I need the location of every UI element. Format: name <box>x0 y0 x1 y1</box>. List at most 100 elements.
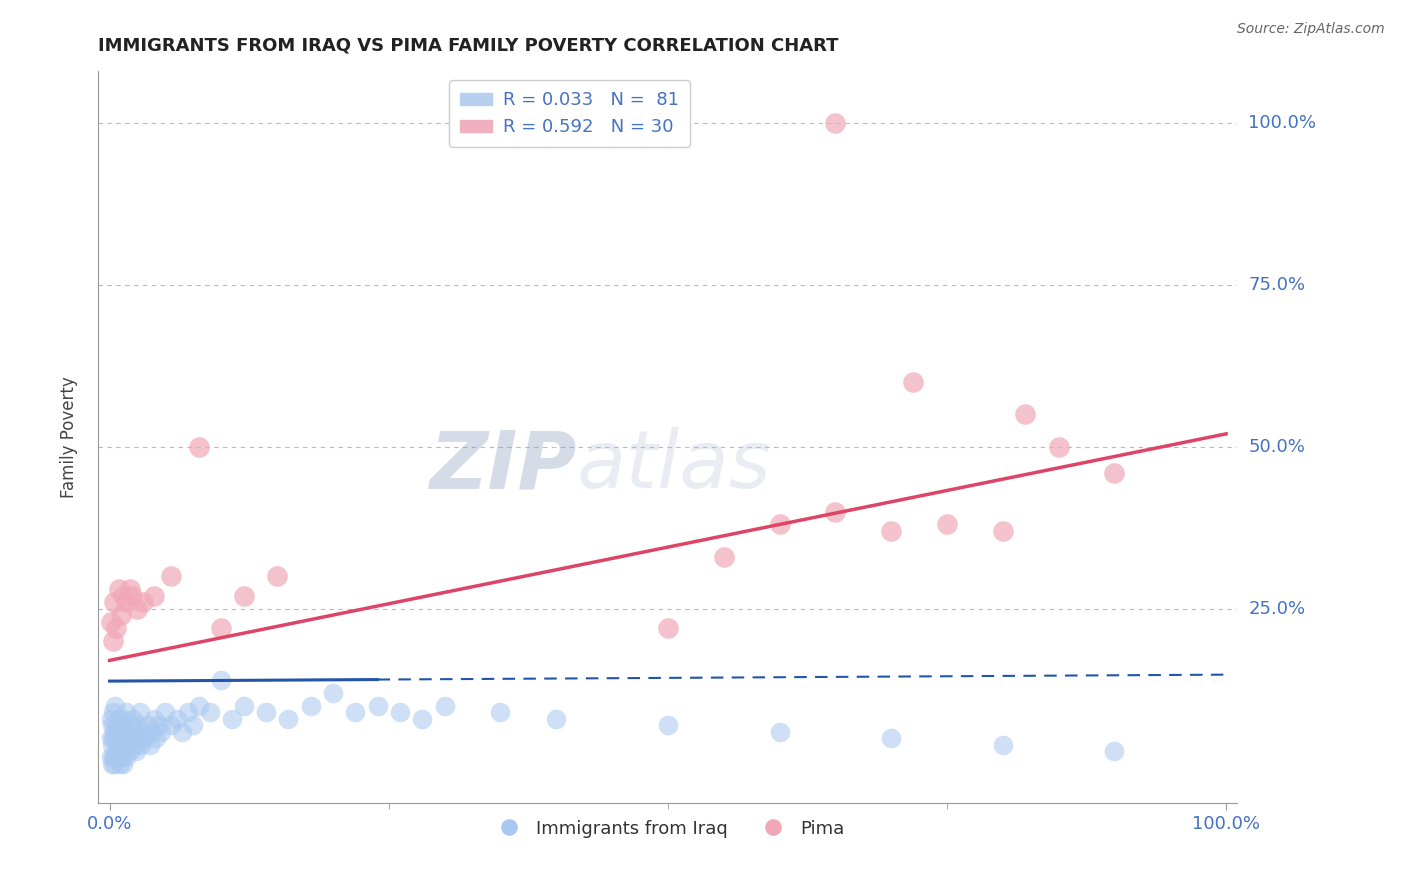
Point <box>824 116 846 130</box>
Point <box>115 705 138 719</box>
Point <box>411 712 433 726</box>
Point <box>149 724 172 739</box>
Point <box>991 738 1014 752</box>
Point <box>388 705 411 719</box>
Point <box>145 731 167 745</box>
Text: ZIP: ZIP <box>429 427 576 506</box>
Point <box>129 738 152 752</box>
Point <box>1104 744 1126 758</box>
Point <box>101 738 124 752</box>
Point <box>367 698 389 713</box>
Point <box>198 705 221 719</box>
Point <box>104 750 127 764</box>
Point <box>299 698 322 713</box>
Point <box>232 589 254 603</box>
Point <box>209 673 232 687</box>
Point <box>107 744 129 758</box>
Point <box>111 750 134 764</box>
Point <box>117 738 139 752</box>
Point <box>143 712 166 726</box>
Point <box>433 698 456 713</box>
Point <box>100 731 122 745</box>
Point <box>104 698 127 713</box>
Point <box>112 738 135 752</box>
Point <box>254 705 277 719</box>
Point <box>101 756 124 771</box>
Point <box>125 744 148 758</box>
Point <box>110 744 132 758</box>
Text: 25.0%: 25.0% <box>1249 599 1306 617</box>
Point <box>266 569 288 583</box>
Point <box>111 724 134 739</box>
Point <box>172 724 194 739</box>
Point <box>322 686 344 700</box>
Point <box>118 582 141 597</box>
Point <box>107 712 129 726</box>
Point <box>187 698 209 713</box>
Point <box>903 375 925 389</box>
Point <box>277 712 299 726</box>
Point <box>232 698 254 713</box>
Point <box>111 712 134 726</box>
Point <box>115 750 138 764</box>
Point <box>183 718 205 732</box>
Point <box>132 595 155 609</box>
Point <box>128 705 150 719</box>
Point <box>117 724 139 739</box>
Point <box>122 712 145 726</box>
Point <box>657 621 679 635</box>
Point <box>121 731 143 745</box>
Point <box>114 731 136 745</box>
Point <box>121 589 143 603</box>
Point <box>101 634 124 648</box>
Point <box>141 724 163 739</box>
Text: 100.0%: 100.0% <box>1249 114 1316 132</box>
Y-axis label: Family Poverty: Family Poverty <box>59 376 77 498</box>
Point <box>104 731 127 745</box>
Point <box>160 718 183 732</box>
Point <box>101 750 124 764</box>
Point <box>127 601 149 615</box>
Point <box>1104 466 1126 480</box>
Point <box>100 615 122 629</box>
Point <box>100 750 122 764</box>
Point <box>101 718 124 732</box>
Point <box>489 705 512 719</box>
Text: 50.0%: 50.0% <box>1249 438 1305 456</box>
Point <box>344 705 367 719</box>
Point <box>115 595 138 609</box>
Point <box>768 724 790 739</box>
Point <box>187 440 209 454</box>
Text: 75.0%: 75.0% <box>1249 276 1306 294</box>
Point <box>107 750 129 764</box>
Point <box>143 589 166 603</box>
Point <box>132 724 155 739</box>
Point <box>108 756 131 771</box>
Point <box>991 524 1014 538</box>
Point <box>657 718 679 732</box>
Point <box>103 595 125 609</box>
Point <box>107 724 129 739</box>
Point <box>111 589 134 603</box>
Point <box>100 712 122 726</box>
Point <box>103 756 125 771</box>
Point <box>101 731 124 745</box>
Point <box>103 724 125 739</box>
Point <box>110 718 132 732</box>
Point <box>160 569 183 583</box>
Point <box>824 504 846 518</box>
Point <box>105 621 128 635</box>
Point <box>148 718 170 732</box>
Point <box>166 712 188 726</box>
Point <box>768 517 790 532</box>
Point <box>155 705 177 719</box>
Point <box>111 756 134 771</box>
Point <box>713 549 735 564</box>
Point <box>105 718 128 732</box>
Point <box>118 744 141 758</box>
Point <box>134 731 156 745</box>
Point <box>128 731 150 745</box>
Point <box>127 718 149 732</box>
Point <box>546 712 568 726</box>
Text: IMMIGRANTS FROM IRAQ VS PIMA FAMILY POVERTY CORRELATION CHART: IMMIGRANTS FROM IRAQ VS PIMA FAMILY POVE… <box>98 37 839 54</box>
